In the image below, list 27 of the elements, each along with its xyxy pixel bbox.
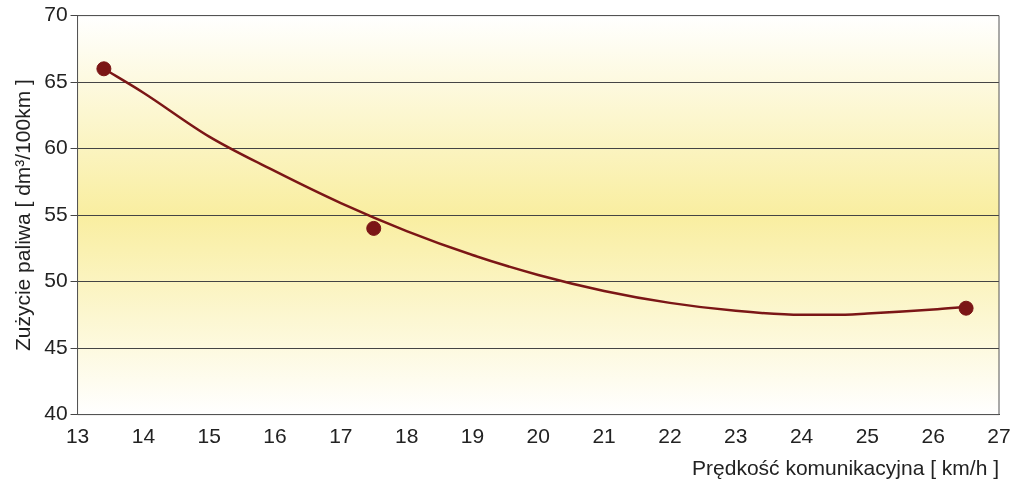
x-tick-label: 18 (394, 424, 419, 447)
x-tick-label: 26 (921, 424, 945, 447)
y-axis-title: Zużycie paliwa [ dm³/100km ] (11, 79, 35, 352)
x-axis-title: Prędkość komunikacyjna [ km/h ] (692, 456, 999, 480)
y-tick-label: 65 (44, 68, 68, 92)
x-tick-label: 25 (855, 424, 880, 447)
point (96, 61, 112, 77)
x-tick-label: 27 (987, 424, 1011, 447)
x-tick-label: 17 (329, 424, 353, 447)
y-tick-label: 45 (44, 334, 68, 358)
x-tick-label: 20 (526, 424, 550, 447)
x-tick-label: 21 (592, 424, 616, 447)
x-tick-label: 23 (724, 424, 748, 447)
x-tick-label: 14 (131, 424, 156, 447)
point (958, 300, 974, 316)
y-tick-label: 50 (44, 268, 68, 292)
x-tick-label: 16 (263, 424, 287, 447)
y-tick-label: 60 (44, 135, 68, 159)
x-tick-label: 15 (197, 424, 221, 447)
y-tick-label: 40 (44, 401, 68, 425)
x-tick-label: 19 (460, 424, 485, 447)
x-tick-label: 24 (789, 424, 814, 447)
x-tick-label: 22 (658, 424, 682, 447)
y-tick-label: 55 (44, 201, 68, 225)
y-tick-label: 70 (44, 2, 68, 26)
x-tick-label: 13 (65, 424, 90, 447)
point (366, 220, 382, 236)
